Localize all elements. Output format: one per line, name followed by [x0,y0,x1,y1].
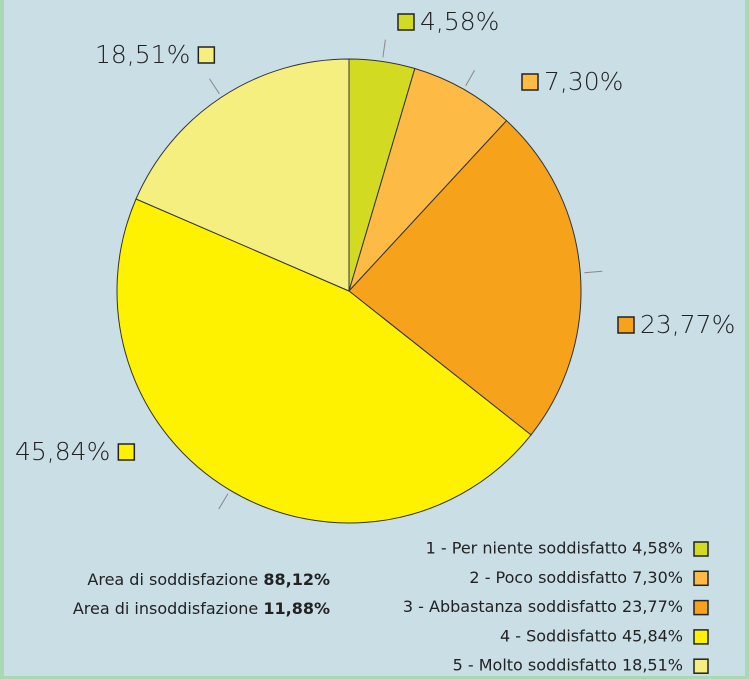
legend-label: 2 - Poco soddisfatto 7,30% [469,568,683,587]
label-swatch [197,46,216,64]
legend-swatch [693,629,709,645]
leader-line [465,69,476,87]
label-swatch [397,13,415,31]
legend-label: 1 - Per niente soddisfatto 4,58% [426,539,683,558]
annotation: Area di insoddisfazione 11,88% [73,599,330,618]
legend-swatch [693,570,709,587]
annotation-value: 88,12% [263,570,330,589]
legend-swatch [693,599,709,616]
legend-label: 5 - Molto soddisfatto 18,51% [453,656,683,675]
value-label: 18,51% [95,40,190,69]
annotation-value: 11,88% [263,599,330,618]
pie-slice [135,58,350,292]
label-swatch [617,316,635,334]
label-swatch [117,443,136,461]
value-label: 45,84% [15,437,110,466]
pie-slice [348,67,508,292]
annotation: Area di soddisfazione 88,12% [87,570,330,589]
label-swatch [521,73,539,91]
legend-label: 3 - Abbastanza soddisfatto 23,77% [403,597,683,616]
legend-swatch [693,541,709,557]
leader-line [209,78,220,95]
value-label: 7,30% [544,67,623,96]
pie-slice [116,198,532,524]
leader-line [584,270,603,274]
pie-slice [348,119,582,436]
annotation-text: Area di soddisfazione [87,570,258,589]
leader-line [218,493,229,510]
annotation-text: Area di insoddisfazione [73,599,258,618]
leader-line [382,39,386,58]
legend-label: 4 - Soddisfatto 45,84% [500,626,683,645]
legend-swatch [693,658,709,674]
value-label: 23,77% [640,310,735,339]
value-label: 4,58% [420,7,499,36]
